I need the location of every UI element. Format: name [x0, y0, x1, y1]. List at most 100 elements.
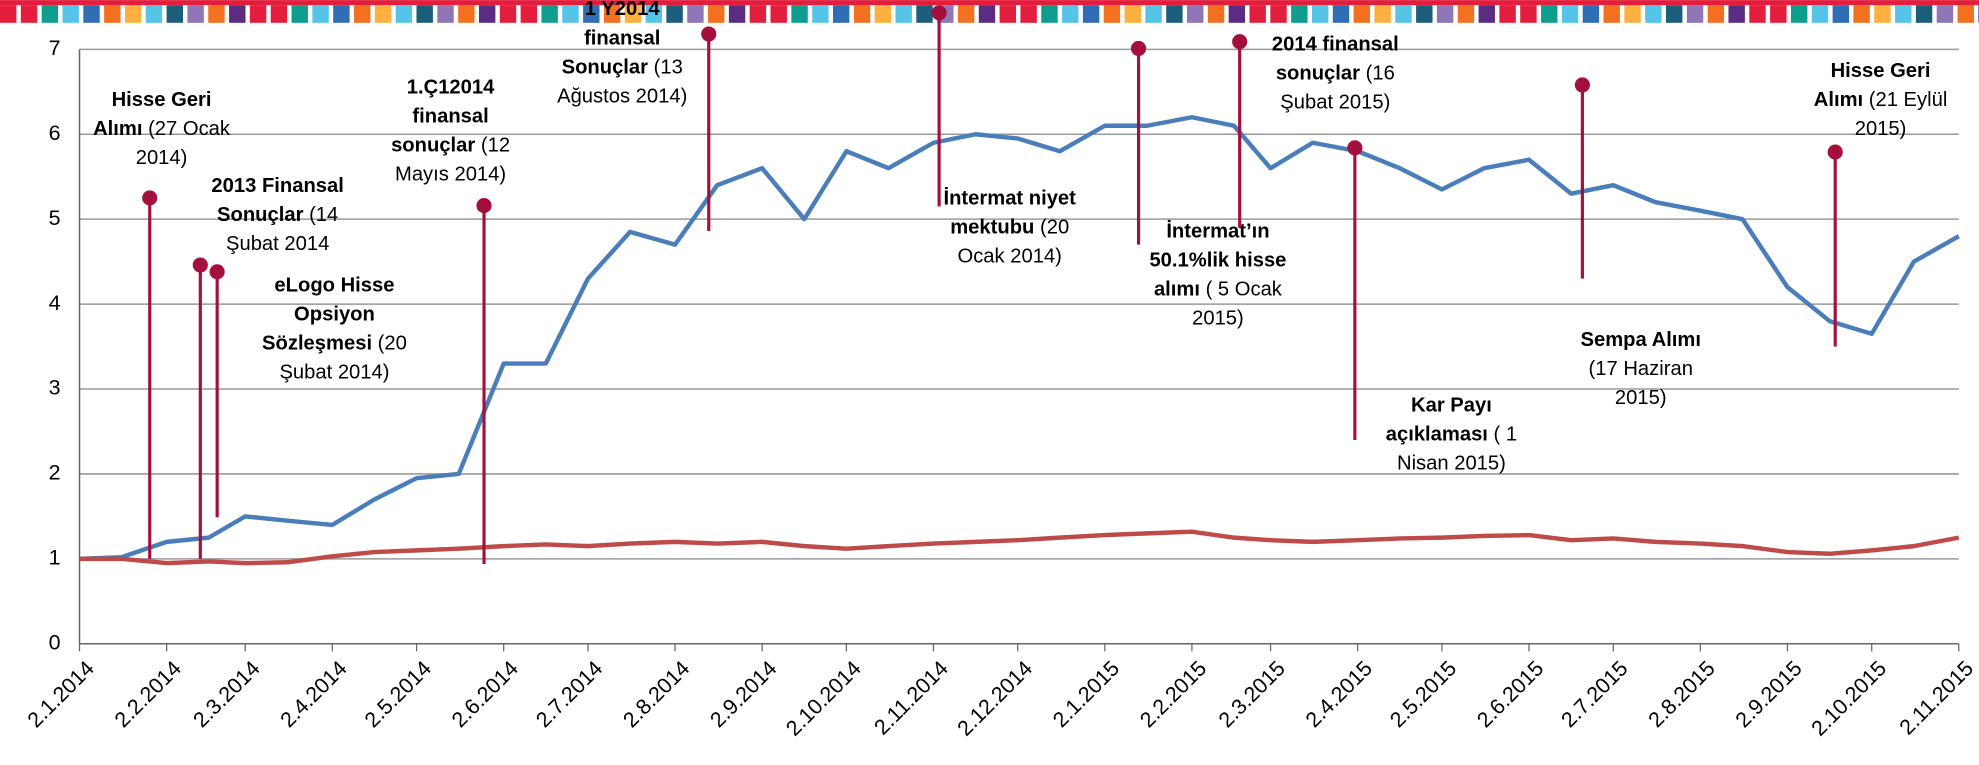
stripe-cell [1333, 5, 1349, 23]
stripe-cell [1666, 5, 1682, 23]
stripe-cell [1166, 5, 1182, 23]
stripe-cell [250, 5, 266, 23]
stripe-cell [1374, 5, 1390, 23]
y-tick-label: 2 [49, 461, 61, 485]
stripe-cell [1749, 5, 1765, 23]
annotation-label: Sempa Alımı (17 Haziran 2015) [1571, 326, 1710, 413]
annotation-label: Kar Payı açıklaması ( 1 Nisan 2015) [1382, 391, 1521, 478]
stripe-cell [104, 5, 120, 23]
stripe-cell [500, 5, 516, 23]
stripe-cell [1791, 5, 1807, 23]
stripe-cell [42, 5, 58, 23]
x-tick-label: 2.9.2015 [1731, 656, 1807, 732]
stripe-cell [292, 5, 308, 23]
annotation-label: Hisse Geri Alımı (27 Ocak 2014) [86, 86, 237, 173]
stripe-cell [1770, 5, 1786, 23]
stripe-cell [1645, 5, 1661, 23]
annotation-marker [1575, 77, 1590, 92]
annotation-box: Hisse Geri Alımı (21 Eylül 2015) [1805, 57, 1956, 208]
stripe-band [0, 0, 1979, 5]
stripe-cell [354, 5, 370, 23]
stripe-cell [1395, 5, 1411, 23]
x-tick-label: 2.10.2015 [1807, 656, 1891, 740]
x-tick-label: 2.9.2014 [705, 656, 781, 732]
x-tick-label: 2.6.2015 [1472, 656, 1548, 732]
y-tick-label: 5 [49, 206, 61, 230]
x-tick-label: 2.1.2015 [1048, 656, 1124, 732]
stripe-cell [791, 5, 807, 23]
annotation-marker [932, 5, 947, 20]
stripe-cell [312, 5, 328, 23]
stripe-cell [229, 5, 245, 23]
annotation-label: 2013 Finansal Sonuçlar (14 Şubat 2014 [208, 172, 347, 259]
y-tick-label: 7 [49, 36, 61, 60]
stripe-cell [1541, 5, 1557, 23]
stripe-cell [916, 5, 932, 23]
annotation-marker [210, 264, 225, 279]
annotation-marker [701, 26, 716, 41]
stripe-cell [1249, 5, 1265, 23]
stripe-cell [1062, 5, 1078, 23]
chart: 012345672.1.20142.2.20142.3.20142.4.2014… [0, 0, 1979, 760]
annotation-label: 2014 finansal sonuçlar (16 Şubat 2015) [1266, 30, 1405, 117]
stripe-cell [1479, 5, 1495, 23]
stripe-cell [1145, 5, 1161, 23]
annotation-marker [1232, 34, 1247, 49]
stripe-cell [1083, 5, 1099, 23]
stripe-cell [1812, 5, 1828, 23]
annotation-title: eLogo Hisse Opsiyon Sözleşmesi [262, 275, 394, 355]
stripe-cell [21, 5, 37, 23]
stripe-cell [1853, 5, 1869, 23]
annotation-note: ( 5 Ocak 2015) [1192, 279, 1282, 329]
stripe-cell [1270, 5, 1286, 23]
stripe-cell [146, 5, 162, 23]
annotation-box: İntermat niyet mektubu (20 Ocak 2014) [928, 184, 1092, 335]
stripe-cell [1624, 5, 1640, 23]
stripe-cell [729, 5, 745, 23]
stripe-cell [1604, 5, 1620, 23]
annotation-box: eLogo Hisse Opsiyon Sözleşmesi (20 Şubat… [259, 271, 410, 422]
stripe-cell [125, 5, 141, 23]
stripe-cell [333, 5, 349, 23]
x-tick-label: 2.3.2015 [1214, 656, 1290, 732]
stripe-cell [708, 5, 724, 23]
stripe-cell [0, 5, 16, 23]
stripe-cell [1499, 5, 1515, 23]
stripe-cell [437, 5, 453, 23]
annotation-box: 1.Ç12014 finansal sonuçlar (12 Mayıs 201… [369, 73, 533, 224]
y-tick-label: 1 [49, 546, 61, 570]
annotation-label: eLogo Hisse Opsiyon Sözleşmesi (20 Şubat… [259, 271, 410, 387]
annotation-note: (27 Ocak 2014) [136, 119, 230, 169]
stripe-cell [83, 5, 99, 23]
stripe-cell [1187, 5, 1203, 23]
stripe-cell [208, 5, 224, 23]
stripe-cell [187, 5, 203, 23]
annotation-marker [1131, 41, 1146, 56]
x-tick-label: 2.2.2015 [1135, 656, 1211, 732]
x-tick-label: 2.7.2014 [531, 656, 607, 732]
stripe-cell [1562, 5, 1578, 23]
annotation-note: (21 Eylül 2015) [1855, 90, 1948, 140]
stripe-cell [167, 5, 183, 23]
stripe-cell [1583, 5, 1599, 23]
stripe-cell [1708, 5, 1724, 23]
x-tick-label: 2.2.2014 [110, 656, 186, 732]
y-tick-label: 3 [49, 376, 61, 400]
stripe-cell [458, 5, 474, 23]
x-tick-label: 2.8.2015 [1644, 656, 1720, 732]
x-tick-label: 2.7.2015 [1557, 656, 1633, 732]
stripe-cell [854, 5, 870, 23]
annotation-box: 2014 finansal sonuçlar (16 Şubat 2015) [1266, 30, 1405, 181]
annotation-box: İntermat’ın 50.1%lik hisse alımı ( 5 Oca… [1142, 217, 1293, 368]
stripe-cell [771, 5, 787, 23]
annotation-marker [1347, 140, 1362, 155]
stripe-cell [1000, 5, 1016, 23]
stripe-cell [1125, 5, 1141, 23]
x-tick-label: 2.1.2014 [23, 656, 99, 732]
stripe-cell [1520, 5, 1536, 23]
x-tick-label: 2.10.2014 [781, 656, 865, 740]
stripe-cell [1958, 5, 1974, 23]
stripe-cell [1416, 5, 1432, 23]
x-tick-label: 2.5.2015 [1385, 656, 1461, 732]
stripe-cell [416, 5, 432, 23]
